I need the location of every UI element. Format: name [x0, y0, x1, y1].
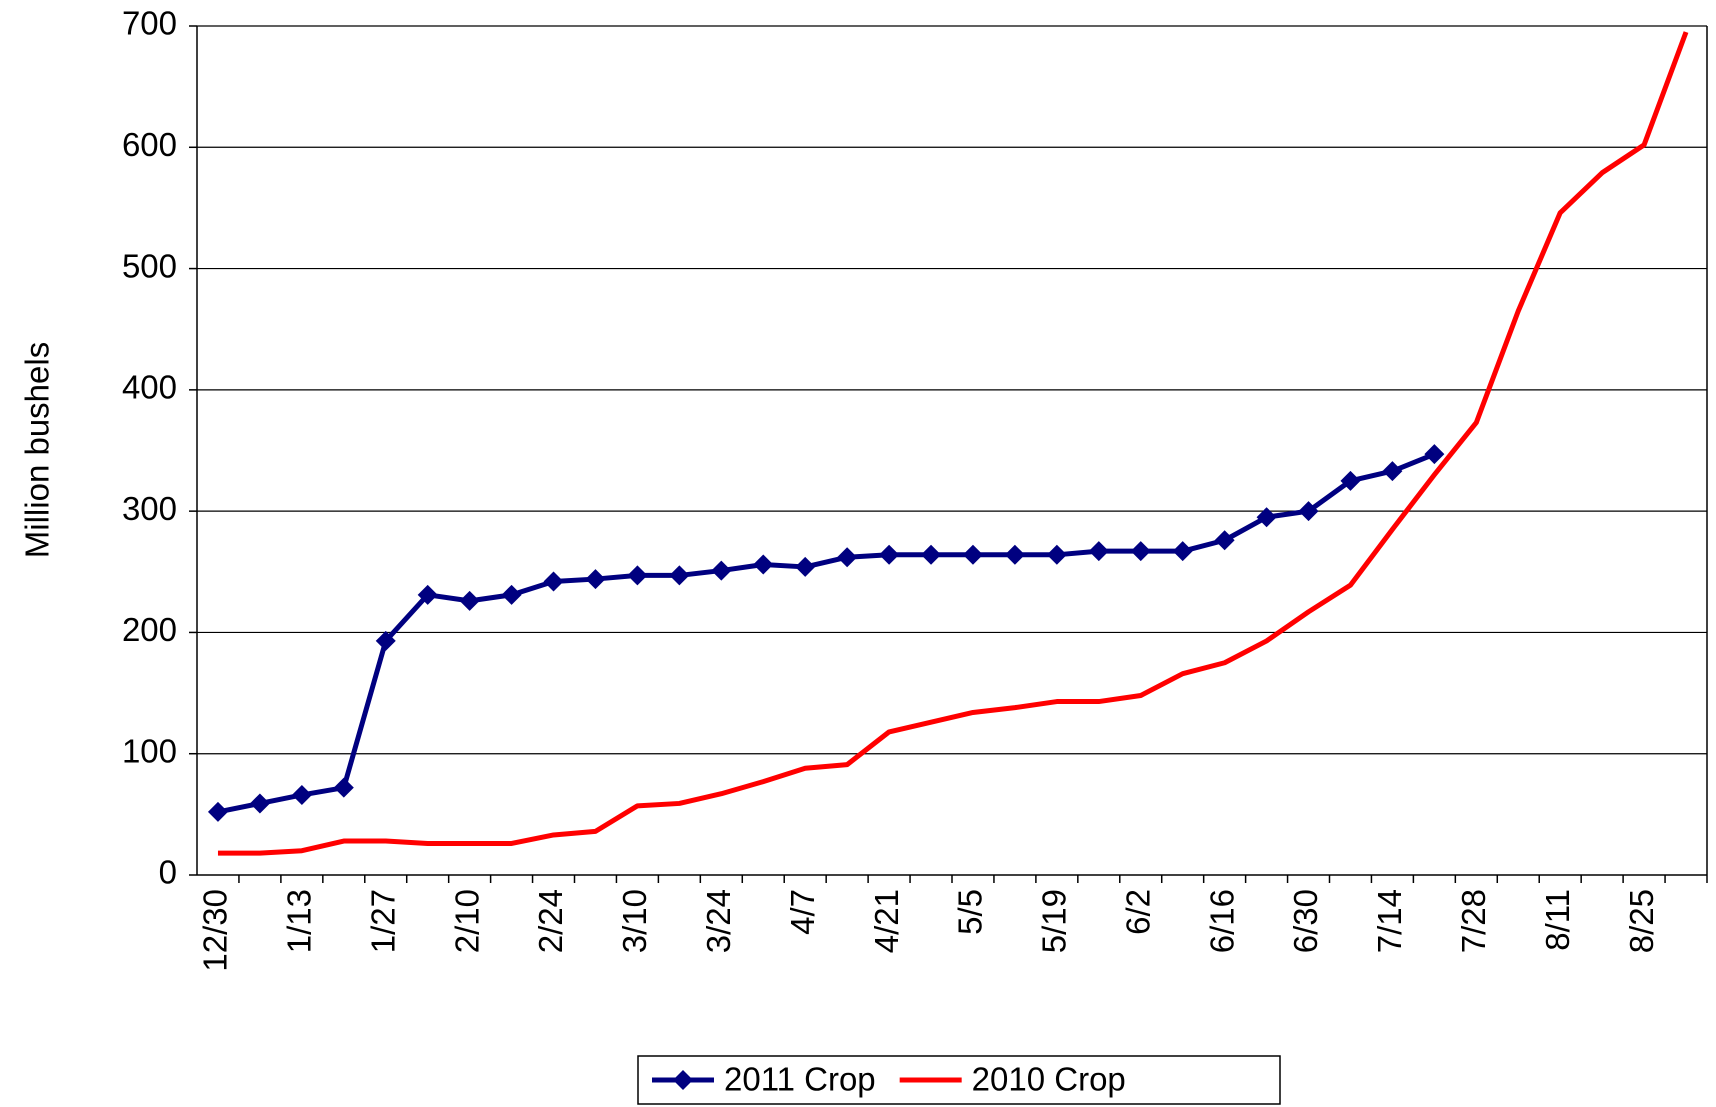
marker — [753, 554, 774, 575]
x-tick-label: 7/28 — [1455, 889, 1492, 953]
legend-label: 2010 Crop — [972, 1061, 1126, 1098]
marker — [795, 556, 816, 577]
marker — [1130, 541, 1151, 562]
marker — [669, 565, 690, 586]
y-tick-label: 700 — [122, 5, 177, 42]
marker — [1046, 544, 1067, 565]
x-tick-label: 5/5 — [952, 889, 989, 935]
x-tick-label: 4/21 — [868, 889, 905, 953]
marker — [333, 777, 354, 798]
y-tick-label: 300 — [122, 490, 177, 527]
marker — [375, 630, 396, 651]
x-tick-label: 7/14 — [1371, 889, 1408, 953]
marker — [291, 784, 312, 805]
marker — [585, 569, 606, 590]
marker — [921, 544, 942, 565]
marker — [962, 544, 983, 565]
marker — [711, 560, 732, 581]
x-tick-label: 8/11 — [1539, 889, 1576, 951]
x-tick-label: 1/27 — [364, 889, 401, 953]
x-tick-label: 6/16 — [1203, 889, 1240, 953]
x-tick-label: 2/24 — [532, 889, 569, 953]
y-axis-label: Million bushels — [19, 342, 56, 558]
legend-label: 2011 Crop — [724, 1061, 876, 1098]
x-tick-label: 5/19 — [1036, 889, 1073, 953]
series-line — [217, 31, 1689, 856]
marker — [1172, 541, 1193, 562]
x-tick-label: 6/30 — [1287, 889, 1324, 953]
y-tick-label: 0 — [159, 854, 177, 891]
y-tick-label: 400 — [122, 369, 177, 406]
y-tick-label: 600 — [122, 126, 177, 163]
marker — [1004, 544, 1025, 565]
x-tick-label: 3/24 — [700, 889, 737, 953]
marker — [501, 584, 522, 605]
marker — [417, 584, 438, 605]
marker — [249, 793, 270, 814]
series-line — [217, 451, 1436, 815]
x-tick-label: 12/30 — [197, 889, 234, 972]
marker — [1088, 541, 1109, 562]
legend-marker — [673, 1070, 693, 1090]
marker — [1214, 530, 1235, 551]
marker — [627, 565, 648, 586]
y-tick-label: 500 — [122, 247, 177, 284]
marker — [879, 544, 900, 565]
marker — [1340, 470, 1361, 491]
x-tick-label: 1/13 — [281, 889, 318, 953]
y-tick-label: 200 — [122, 611, 177, 648]
x-tick-label: 4/7 — [784, 889, 821, 935]
marker — [1256, 507, 1277, 528]
x-tick-label: 2/10 — [448, 889, 485, 953]
x-tick-label: 3/10 — [616, 889, 653, 953]
marker — [459, 590, 480, 611]
marker — [207, 801, 228, 822]
x-tick-label: 6/2 — [1119, 889, 1156, 935]
marker — [837, 547, 858, 568]
marker — [1424, 444, 1445, 465]
marker — [543, 571, 564, 592]
x-tick-label: 8/25 — [1623, 889, 1660, 953]
marker — [1382, 461, 1403, 482]
y-tick-label: 100 — [122, 732, 177, 769]
marker — [1298, 501, 1319, 522]
